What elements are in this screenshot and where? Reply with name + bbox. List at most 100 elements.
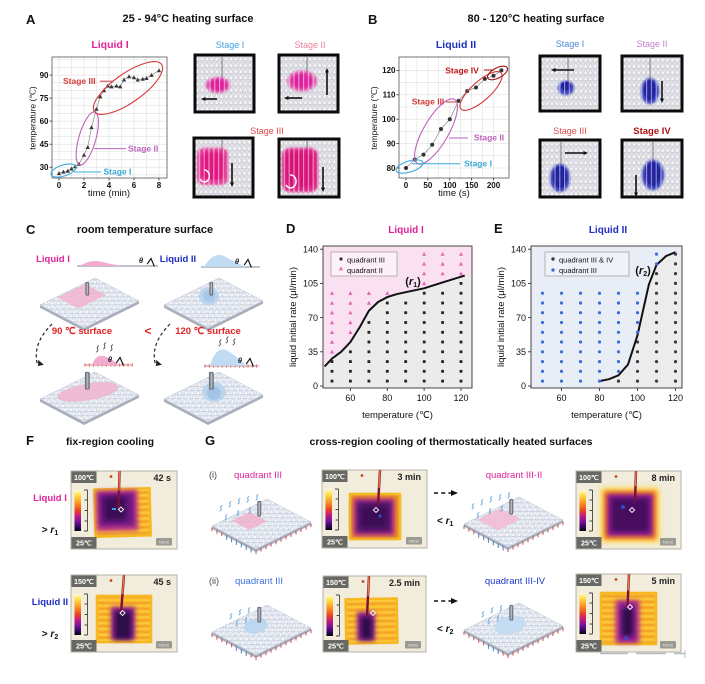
svg-text:25℃: 25℃ <box>76 539 92 548</box>
svg-text:Stage I: Stage I <box>556 39 585 49</box>
svg-text:6: 6 <box>132 181 137 190</box>
svg-text:Liquid II: Liquid II <box>436 39 476 51</box>
svg-text:cross-region cooling of thermo: cross-region cooling of thermostatically… <box>310 436 593 448</box>
svg-text:200: 200 <box>487 181 501 190</box>
svg-text:42 s: 42 s <box>153 473 171 483</box>
svg-text:Stage III: Stage III <box>412 97 445 107</box>
svg-text:8: 8 <box>157 181 162 190</box>
svg-text:quadrant III: quadrant III <box>559 266 597 275</box>
svg-text:0: 0 <box>404 181 409 190</box>
svg-text:105: 105 <box>511 279 526 289</box>
svg-text:4: 4 <box>107 181 112 190</box>
svg-text:Stage I: Stage I <box>104 167 132 177</box>
svg-text:quadrant II: quadrant II <box>347 266 383 275</box>
svg-text:120: 120 <box>382 66 396 75</box>
svg-text:B: B <box>368 12 377 27</box>
svg-text:Liquid I: Liquid I <box>33 493 67 504</box>
svg-text:45 s: 45 s <box>153 577 171 587</box>
svg-text:θ: θ <box>235 257 240 266</box>
svg-text:fix-region cooling: fix-region cooling <box>66 436 154 448</box>
svg-text:< r1: < r1 <box>437 516 454 528</box>
svg-text:MENU: MENU <box>159 541 170 545</box>
svg-text:100: 100 <box>630 393 645 403</box>
svg-text:Liquid I: Liquid I <box>91 39 128 51</box>
svg-text:Stage II: Stage II <box>294 40 325 50</box>
svg-text:Liquid II: Liquid II <box>32 597 68 608</box>
svg-text:100: 100 <box>417 393 432 403</box>
svg-text:Stage I: Stage I <box>464 159 492 169</box>
svg-text:25℃: 25℃ <box>581 539 597 548</box>
svg-text:8 min: 8 min <box>651 473 675 483</box>
svg-text:<: < <box>144 324 151 338</box>
svg-text:Stage II: Stage II <box>636 39 667 49</box>
svg-text:150℃: 150℃ <box>74 577 94 586</box>
svg-text:liquid initial rate (μl/min): liquid initial rate (μl/min) <box>496 267 507 367</box>
svg-text:MENU: MENU <box>408 644 419 648</box>
svg-text:3 min: 3 min <box>397 472 421 482</box>
svg-text:60: 60 <box>345 393 355 403</box>
svg-text:45: 45 <box>40 140 49 149</box>
svg-text:quadrant III-II: quadrant III-II <box>486 470 543 481</box>
svg-text:θ: θ <box>108 355 113 364</box>
svg-text:Liquid I: Liquid I <box>36 254 70 265</box>
svg-text:Liquid II: Liquid II <box>589 225 628 236</box>
svg-text:80: 80 <box>387 164 396 173</box>
svg-text:100℃: 100℃ <box>74 473 94 482</box>
svg-text:time (s): time (s) <box>438 188 470 199</box>
svg-text:quadrant III: quadrant III <box>235 576 283 587</box>
svg-text:90 ℃ surface: 90 ℃ surface <box>52 326 112 337</box>
svg-text:quadrant III: quadrant III <box>234 470 282 481</box>
svg-text:80: 80 <box>594 393 604 403</box>
svg-text:> r1: > r1 <box>42 525 59 537</box>
svg-text:C: C <box>26 222 36 237</box>
svg-text:100℃: 100℃ <box>325 472 345 481</box>
svg-text:Stage III: Stage III <box>250 126 284 136</box>
svg-text:(i): (i) <box>209 470 217 480</box>
svg-text:E: E <box>494 221 503 236</box>
svg-text:MENU: MENU <box>663 541 674 545</box>
svg-text:(ii): (ii) <box>209 576 219 586</box>
svg-text:temperature (℃): temperature (℃) <box>28 86 38 150</box>
svg-text:140: 140 <box>303 244 318 254</box>
svg-text:< r2: < r2 <box>437 624 454 636</box>
svg-text:temperature (℃): temperature (℃) <box>571 410 642 421</box>
svg-text:120: 120 <box>668 393 683 403</box>
svg-text:quadrant III-IV: quadrant III-IV <box>485 576 546 587</box>
svg-text:140: 140 <box>511 244 526 254</box>
svg-text:100℃: 100℃ <box>579 473 599 482</box>
svg-text:Stage II: Stage II <box>474 133 504 143</box>
svg-text:110: 110 <box>383 91 396 100</box>
svg-text:150℃: 150℃ <box>579 576 599 585</box>
svg-text:time (min): time (min) <box>88 188 130 199</box>
svg-text:θ: θ <box>139 256 144 265</box>
svg-text:θ: θ <box>238 356 243 365</box>
svg-text:90: 90 <box>387 139 396 148</box>
svg-text:F: F <box>26 433 34 448</box>
svg-text:5 min: 5 min <box>651 576 675 586</box>
svg-text:A: A <box>26 12 36 27</box>
svg-text:Stage III: Stage III <box>63 76 96 86</box>
svg-text:35: 35 <box>308 347 318 357</box>
svg-text:Stage III: Stage III <box>553 126 587 136</box>
svg-text:30: 30 <box>40 163 49 172</box>
svg-text:105: 105 <box>303 279 318 289</box>
svg-text:D: D <box>286 221 295 236</box>
svg-text:25℃: 25℃ <box>76 642 92 651</box>
svg-text:(r1): (r1) <box>405 276 421 289</box>
svg-text:2.5 min: 2.5 min <box>389 578 420 588</box>
svg-text:Stage II: Stage II <box>128 144 158 154</box>
svg-text:temperature (℃): temperature (℃) <box>369 86 379 150</box>
svg-text:25℃: 25℃ <box>327 538 343 547</box>
svg-text:80 - 120°C heating surface: 80 - 120°C heating surface <box>467 13 604 25</box>
svg-text:> r2: > r2 <box>42 629 59 641</box>
svg-text:75: 75 <box>40 94 49 103</box>
svg-text:MENU: MENU <box>663 644 674 648</box>
svg-text:35: 35 <box>516 347 526 357</box>
svg-text:room temperature surface: room temperature surface <box>77 224 213 236</box>
svg-text:2: 2 <box>82 181 87 190</box>
svg-text:quadrant III & IV: quadrant III & IV <box>559 256 613 265</box>
svg-text:150: 150 <box>465 181 479 190</box>
svg-text:100: 100 <box>443 181 457 190</box>
svg-text:120: 120 <box>453 393 468 403</box>
svg-text:70: 70 <box>516 313 526 323</box>
